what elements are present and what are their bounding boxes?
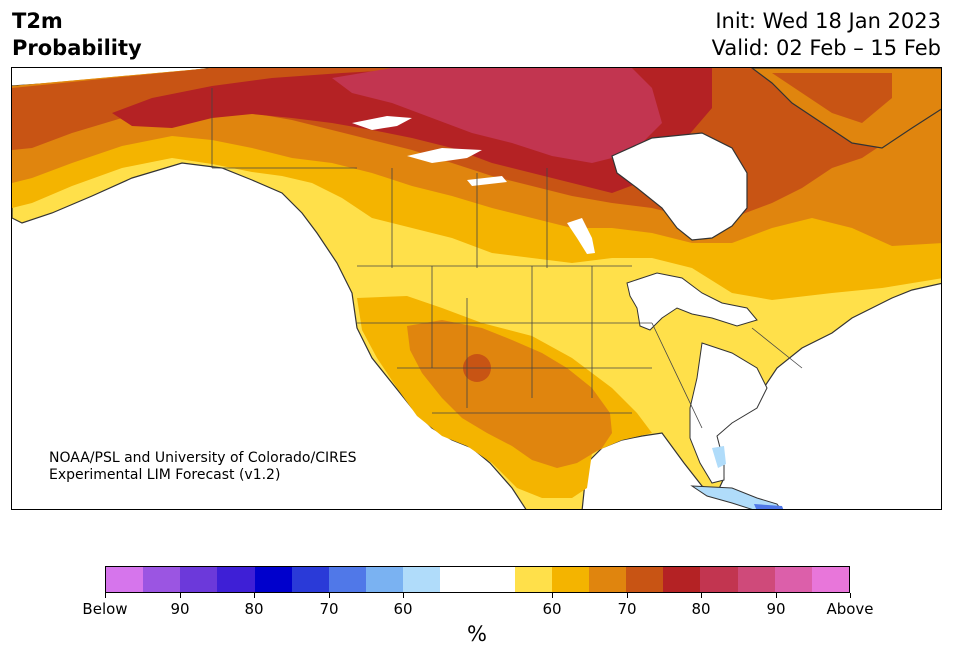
map-credit: NOAA/PSL and University of Colorado/CIRE… <box>49 450 357 484</box>
colorbar-segment-above-6 <box>737 567 775 592</box>
init-date: Init: Wed 18 Jan 2023 <box>715 9 941 33</box>
florida-blue <box>712 446 726 468</box>
colorbar-tickmark <box>329 593 330 598</box>
colorbar-segment-above-0 <box>514 567 552 592</box>
colorbar-tick-label: Above <box>826 600 874 618</box>
lake-winnipeg <box>567 218 595 254</box>
band-orange-sw <box>407 320 612 468</box>
colorbar-segment-neutral <box>440 567 515 592</box>
colorbar-segment-above-2 <box>589 567 627 592</box>
colorbar-tickmark <box>850 593 851 598</box>
colorbar-segment-below-0 <box>106 567 144 592</box>
colorbar-segment-above-8 <box>811 567 850 592</box>
colorbar-segment-below-1 <box>143 567 181 592</box>
colorbar-tick-label: 60 <box>393 600 413 618</box>
colorbar-segment-above-5 <box>700 567 738 592</box>
cuba <box>690 485 782 509</box>
colorbar-segment-below-4 <box>254 567 292 592</box>
hudson-bay <box>611 132 748 241</box>
credit-line-2: Experimental LIM Forecast (v1.2) <box>49 467 281 483</box>
colorbar-segment-above-1 <box>551 567 590 592</box>
map-svg <box>12 68 941 509</box>
colorbar-tickmark <box>403 593 404 598</box>
colorbar-segment-above-7 <box>774 567 812 592</box>
colorbar-tickmark <box>254 593 255 598</box>
title-line-variable: T2m <box>12 9 63 33</box>
band-crimson <box>332 68 662 163</box>
colorbar-unit: % <box>467 622 487 646</box>
arctic-ice-2 <box>407 148 482 163</box>
colorbar-tickmark <box>105 593 106 598</box>
boundaries <box>211 88 803 429</box>
colorbar-segment-below-8 <box>403 567 441 592</box>
greenland-core <box>772 73 892 123</box>
map-title: T2m Probability <box>12 8 142 62</box>
forecast-dates: Init: Wed 18 Jan 2023 Valid: 02 Feb – 15… <box>712 8 941 62</box>
colorbar-tick-label: 80 <box>691 600 711 618</box>
colorbar-tickmark <box>552 593 553 598</box>
arctic-ice-1 <box>352 116 412 130</box>
colorbar-tickmark <box>180 593 181 598</box>
cuba-east <box>754 504 784 509</box>
colorbar-tick-label: 90 <box>766 600 786 618</box>
colorbar-tick-label: 80 <box>244 600 264 618</box>
colorbar-segment-below-3 <box>217 567 255 592</box>
colorbar-segment-below-6 <box>328 567 367 592</box>
colorbar-segment-above-3 <box>626 567 664 592</box>
colorbar-tick-label: 70 <box>319 600 339 618</box>
colorbar-tick-label: 70 <box>617 600 637 618</box>
valid-period: Valid: 02 Feb – 15 Feb <box>711 36 941 60</box>
forecast-map <box>11 67 942 510</box>
colorbar-tick-label: Below <box>82 600 128 618</box>
colorbar-segment-above-4 <box>663 567 701 592</box>
title-line-type: Probability <box>12 36 142 60</box>
colorbar-tickmark <box>701 593 702 598</box>
colorbar-tickmark <box>627 593 628 598</box>
credit-line-1: NOAA/PSL and University of Colorado/CIRE… <box>49 450 357 466</box>
colorbar-tick-label: 60 <box>542 600 562 618</box>
colorbar-segment-below-2 <box>180 567 218 592</box>
great-lakes <box>626 272 758 331</box>
colorbar-tickmark <box>776 593 777 598</box>
probability-colorbar <box>105 566 850 593</box>
colorbar-segment-below-5 <box>291 567 329 592</box>
colorbar-segment-below-7 <box>366 567 404 592</box>
colorbar-tick-label: 90 <box>170 600 190 618</box>
